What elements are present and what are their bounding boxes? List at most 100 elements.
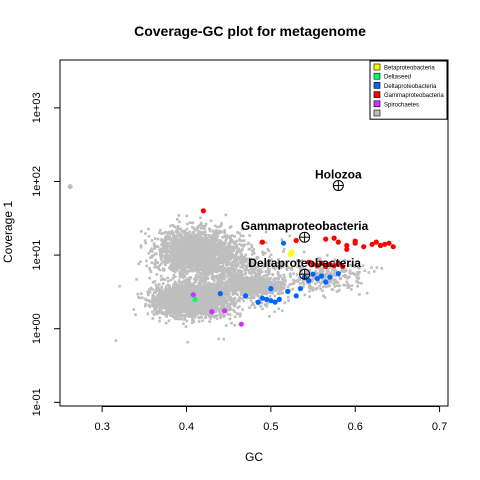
background-point	[215, 232, 218, 235]
background-point	[165, 292, 168, 296]
background-point	[188, 230, 192, 234]
background-point	[213, 243, 217, 246]
background-point	[186, 295, 189, 298]
background-point	[238, 242, 241, 246]
background-point	[192, 226, 196, 230]
background-point	[163, 306, 166, 310]
background-point	[238, 305, 241, 308]
background-point	[209, 304, 213, 307]
background-point	[201, 261, 204, 264]
background-point	[203, 227, 206, 231]
background-point	[211, 282, 214, 286]
background-point	[216, 258, 219, 262]
background-point	[178, 308, 181, 311]
background-point	[216, 225, 219, 229]
background-point	[177, 266, 180, 270]
background-point	[278, 281, 281, 285]
background-point	[193, 302, 197, 305]
background-point	[151, 281, 155, 284]
background-point	[198, 285, 202, 288]
background-point	[267, 272, 271, 276]
background-point	[186, 222, 189, 226]
background-point	[153, 265, 156, 269]
background-point	[189, 305, 192, 309]
background-point	[153, 252, 157, 256]
background-point	[248, 306, 251, 309]
background-point	[188, 221, 192, 224]
background-point	[196, 234, 200, 237]
background-point	[207, 268, 210, 272]
background-point	[173, 301, 176, 304]
background-point	[191, 282, 195, 286]
background-point	[279, 266, 282, 269]
background-point	[209, 317, 212, 320]
background-point	[208, 229, 212, 233]
background-point	[171, 257, 175, 260]
background-point	[179, 240, 182, 244]
background-point	[205, 310, 208, 314]
background-point	[163, 302, 167, 305]
background-point	[139, 245, 143, 249]
background-point	[148, 268, 152, 272]
background-point	[185, 269, 189, 273]
background-point	[149, 270, 153, 274]
background-point	[185, 306, 189, 309]
background-point	[259, 281, 262, 285]
background-point	[168, 306, 171, 309]
background-point	[190, 304, 193, 307]
background-point	[212, 305, 216, 309]
background-point	[194, 228, 198, 232]
background-point	[271, 262, 274, 266]
background-point	[210, 288, 214, 291]
background-point	[234, 241, 237, 245]
background-point	[175, 230, 179, 234]
background-point	[223, 314, 226, 317]
background-point	[160, 286, 163, 290]
background-point	[248, 293, 251, 296]
background-point	[215, 314, 219, 317]
background-point	[181, 258, 185, 262]
background-point	[250, 282, 253, 286]
background-point	[194, 288, 198, 292]
background-point	[193, 313, 196, 317]
background-point	[224, 252, 227, 256]
background-point	[143, 239, 147, 242]
background-point	[202, 301, 205, 305]
background-point	[235, 244, 238, 247]
background-point	[242, 281, 245, 284]
background-point	[277, 285, 280, 288]
background-point	[172, 267, 176, 270]
background-point	[176, 225, 180, 228]
background-point	[186, 249, 190, 253]
background-point	[204, 304, 207, 308]
background-point	[155, 310, 158, 313]
background-point	[163, 304, 167, 308]
background-point	[185, 233, 189, 237]
background-point	[186, 260, 190, 264]
background-point	[175, 234, 179, 238]
background-point	[159, 252, 162, 256]
background-point	[281, 291, 284, 295]
background-point	[168, 288, 172, 291]
background-point	[164, 258, 168, 262]
background-point	[213, 315, 216, 318]
background-point	[251, 291, 254, 295]
background-point	[272, 289, 275, 292]
background-point	[160, 290, 163, 293]
background-point	[151, 293, 155, 297]
background-point	[169, 254, 172, 257]
background-point	[231, 260, 234, 264]
background-point	[190, 221, 194, 224]
background-point	[193, 303, 197, 307]
background-point	[256, 278, 260, 282]
background-point	[179, 272, 182, 276]
background-point	[204, 245, 208, 249]
background-point	[247, 262, 250, 265]
background-point	[213, 261, 216, 265]
background-point	[192, 311, 196, 314]
background-point	[247, 257, 250, 261]
background-point	[197, 230, 200, 233]
background-point	[181, 260, 185, 263]
background-point	[160, 238, 163, 242]
background-point	[201, 238, 204, 241]
